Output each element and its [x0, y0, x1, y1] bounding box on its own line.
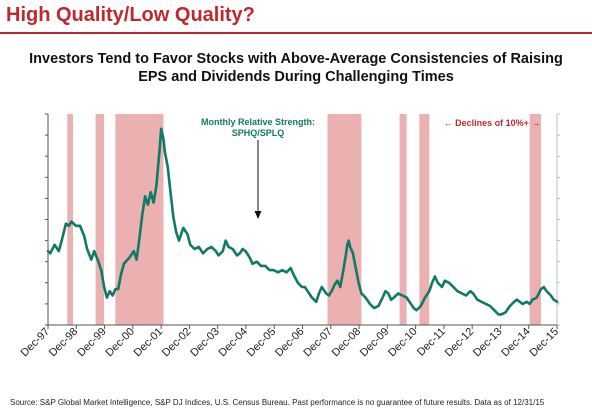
x-tick-labels: Dec-97Dec-98Dec-99Dec-00Dec-01Dec-02Dec-…	[19, 326, 562, 360]
decline-period-6	[419, 114, 430, 325]
x-tick-label-6: Dec-02	[160, 326, 194, 360]
decline-period-7	[529, 114, 541, 325]
chart-title-line-1: Investors Tend to Favor Stocks with Abov…	[29, 51, 563, 67]
x-tick-label-11: Dec-07	[301, 326, 335, 360]
slide-title: High Quality/Low Quality?	[6, 4, 255, 26]
annotation-arrowhead	[254, 211, 262, 219]
x-tick-label-13: Dec-09	[358, 326, 392, 360]
axes-layer	[45, 113, 560, 329]
x-tick-label-18: Dec-14	[499, 326, 533, 360]
x-tick-label-3: Dec-99	[75, 326, 109, 360]
source-footnote: Source: S&P Global Market Intelligence, …	[10, 398, 545, 407]
series-relative-strength	[46, 127, 559, 316]
x-tick-label-1: Dec-97	[19, 326, 53, 360]
x-tick-label-10: Dec-06	[273, 326, 307, 360]
x-tick-label-2: Dec-98	[47, 326, 81, 360]
decline-period-3	[115, 114, 164, 325]
annotations-layer: Monthly Relative Strength: SPHQ/SPLQ ← D…	[201, 117, 540, 219]
relative-strength-layer	[46, 127, 559, 316]
annotation-strength-line-1: Monthly Relative Strength:	[201, 117, 315, 127]
line-chart: Dec-97Dec-98Dec-99Dec-00Dec-01Dec-02Dec-…	[19, 113, 562, 360]
chart-title-line-2: EPS and Dividends During Challenging Tim…	[138, 69, 454, 85]
decline-period-2	[95, 114, 105, 325]
title-rule	[0, 32, 592, 34]
annotation-strength-line-2: SPHQ/SPLQ	[232, 128, 285, 138]
decline-period-4	[327, 114, 362, 325]
x-tick-label-8: Dec-04	[217, 326, 251, 360]
x-tick-label-16: Dec-12	[443, 326, 477, 360]
x-tick-label-14: Dec-10	[386, 326, 420, 360]
x-tick-label-17: Dec-13	[471, 326, 505, 360]
x-tick-label-15: Dec-11	[415, 326, 448, 359]
annotation-declines: ← Declines of 10%+ →	[444, 118, 541, 128]
x-tick-label-7: Dec-03	[188, 326, 222, 360]
decline-period-1	[67, 114, 73, 325]
decline-period-5	[399, 114, 407, 325]
x-tick-label-19: Dec-15	[528, 326, 562, 360]
x-tick-label-9: Dec-05	[245, 326, 279, 360]
x-tick-label-12: Dec-08	[330, 326, 364, 360]
x-tick-label-4: Dec-00	[103, 326, 137, 360]
chart-title: Investors Tend to Favor Stocks with Abov…	[0, 50, 592, 86]
x-tick-label-5: Dec-01	[132, 326, 166, 360]
